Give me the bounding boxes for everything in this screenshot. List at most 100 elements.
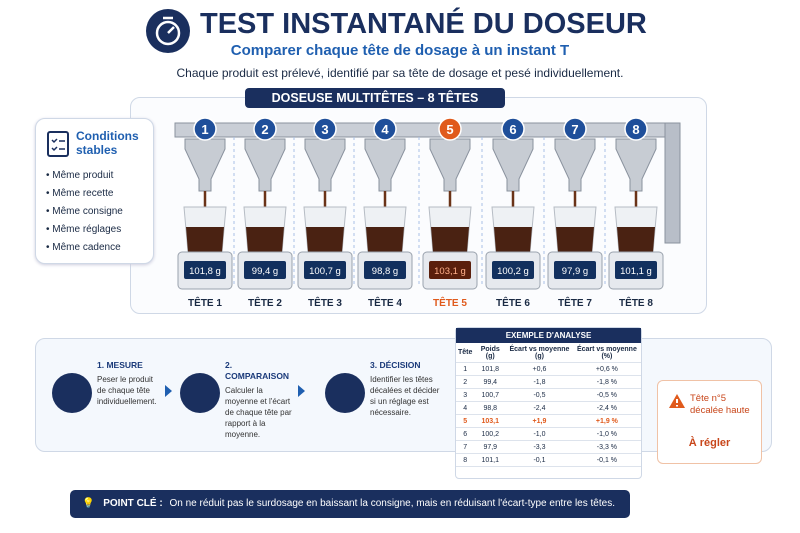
product (431, 227, 469, 252)
condition: • Même réglages (46, 224, 122, 235)
step-icon (180, 373, 220, 413)
display (244, 261, 286, 279)
cell: 8 (456, 453, 475, 467)
cell: -1,8 (506, 375, 573, 389)
cell: 1 (456, 362, 475, 376)
alert-text: Tête n°5 décalée haute (690, 393, 750, 416)
logo (146, 9, 190, 53)
head-label: TÊTE 6 (496, 296, 530, 309)
display (429, 261, 471, 279)
cell: 2 (456, 375, 475, 389)
weight: 99,4 g (252, 266, 278, 277)
funnel (615, 138, 657, 192)
head-badge (501, 117, 525, 141)
subtitle: Comparer chaque tête de dosage à un inst… (230, 42, 570, 59)
key-point-text: On ne réduit pas le surdosage en baissan… (169, 498, 615, 509)
cell: 99,4 (474, 375, 507, 389)
head-label: TÊTE 2 (248, 296, 282, 309)
condition: • Même cadence (46, 242, 121, 253)
cell: -1,0 % (572, 427, 641, 441)
head-badge (563, 117, 587, 141)
product (366, 227, 404, 252)
table-row: 5 103,1 +1,9 +1,9 % (456, 414, 641, 428)
alert-action: À régler (688, 437, 731, 449)
head-label: TÊTE 1 (188, 296, 222, 309)
cell: +0,6 (506, 362, 573, 376)
step: 3. DÉCISION Identifier les têtes décalées… (370, 360, 440, 418)
cell: 6 (456, 427, 475, 441)
key-point-label: POINT CLÉ : (103, 498, 163, 509)
head-badge (253, 117, 277, 141)
step: 2. COMPARAISON Calculer la moyenne et l'é… (225, 360, 295, 440)
head-number: 3 (321, 122, 328, 137)
machine: 101,8 g 1 TÊTE 1 99,4 g 2 TÊTE 2 100,7 g 3 TÊTE … (174, 117, 681, 309)
cell: 101,1 (474, 453, 507, 467)
cell: -0,5 (506, 388, 573, 402)
head-number: 7 (571, 122, 578, 137)
head-label: TÊTE 3 (308, 296, 342, 309)
product (494, 227, 532, 252)
head-badge (624, 117, 648, 141)
cell: 7 (456, 440, 475, 454)
display (615, 261, 657, 279)
cell: 101,8 (474, 362, 507, 376)
head-label: TÊTE 4 (368, 296, 402, 309)
table-row: 3 100,7 -0,5 -0,5 % (456, 388, 641, 402)
cell: -3,3 (506, 440, 573, 454)
cell: -0,5 % (572, 388, 641, 402)
head-number: 1 (201, 122, 208, 137)
cell: 4 (456, 401, 475, 415)
machine-title: DOSEUSE MULTITÊTES – 8 TÊTES (245, 88, 505, 108)
cell: 5 (456, 414, 475, 428)
display (364, 261, 406, 279)
weight: 103,1 g (434, 266, 466, 277)
product (246, 227, 284, 252)
alert-card: Tête n°5 décalée haute À régler (657, 380, 762, 464)
weight: 100,2 g (497, 266, 529, 277)
cell: -0,1 (506, 453, 573, 467)
cell: 98,8 (474, 401, 507, 415)
funnel (492, 138, 534, 192)
conditions-title: Conditions stables (76, 129, 139, 157)
step-text: Identifier les têtes décalées et décider… (370, 375, 440, 417)
weight: 97,9 g (562, 266, 588, 277)
head-number: 4 (381, 122, 389, 137)
cell: +1,9 (506, 414, 573, 428)
table-row: 6 100,2 -1,0 -1,0 % (456, 427, 641, 441)
cell: 97,9 (474, 440, 507, 454)
head-label: TÊTE 5 (433, 296, 467, 309)
condition: • Même consigne (46, 206, 123, 217)
funnel (554, 138, 596, 192)
warning-icon (669, 394, 685, 408)
head-number: 5 (446, 122, 453, 137)
condition: • Même recette (46, 188, 114, 199)
funnel (304, 138, 346, 192)
head-badge (373, 117, 397, 141)
step-text: Peser le produit de chaque tête individu… (97, 375, 157, 406)
cell: -2,4 % (572, 401, 641, 415)
table-row: 4 98,8 -2,4 -2,4 % (456, 401, 641, 415)
table-row: 8 101,1 -0,1 -0,1 % (456, 453, 641, 467)
description: Chaque produit est prélevé, identifié pa… (176, 66, 624, 80)
product (617, 227, 655, 252)
product (306, 227, 344, 252)
cell: -0,1 % (572, 453, 641, 467)
cell: 103,1 (474, 414, 507, 428)
head-number: 6 (509, 122, 516, 137)
cell: +0,6 % (572, 362, 641, 376)
column-header: Tête (456, 343, 475, 363)
table-row: 2 99,4 -1,8 -1,8 % (456, 375, 641, 389)
arrow (298, 385, 305, 397)
conditions-card: Conditions stables • Même produit • Même … (35, 118, 154, 264)
cell: -2,4 (506, 401, 573, 415)
step-icon (52, 373, 92, 413)
weight: 101,8 g (189, 266, 221, 277)
cell: -1,0 (506, 427, 573, 441)
table-row: 7 97,9 -3,3 -3,3 % (456, 440, 641, 454)
cell: 100,7 (474, 388, 507, 402)
condition: • Même produit (46, 170, 114, 181)
step-title: 3. DÉCISION (370, 360, 421, 370)
arrow (165, 385, 172, 397)
head-badge (438, 117, 462, 141)
analysis-table: Tête Poids (g) Écart vs moyenne (g) Écart v… (456, 343, 641, 467)
